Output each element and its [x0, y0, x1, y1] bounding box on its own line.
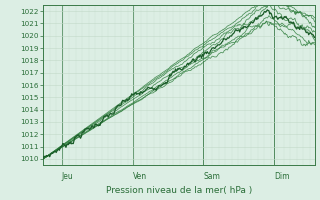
Text: Dim: Dim [274, 172, 289, 181]
Text: Ven: Ven [132, 172, 147, 181]
Text: Pression niveau de la mer( hPa ): Pression niveau de la mer( hPa ) [106, 186, 252, 195]
Text: Sam: Sam [203, 172, 220, 181]
Text: Jeu: Jeu [62, 172, 74, 181]
